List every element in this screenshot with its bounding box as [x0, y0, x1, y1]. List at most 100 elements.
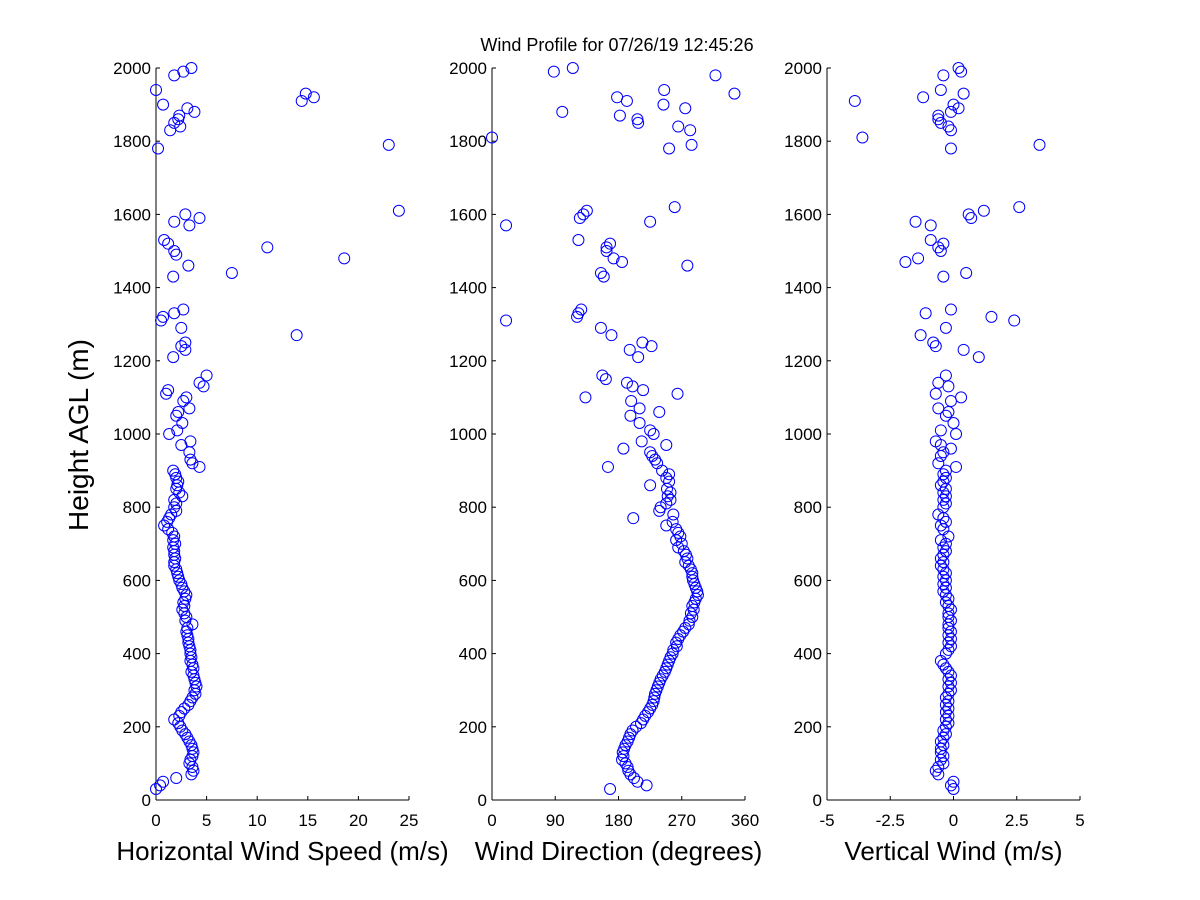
data-point — [932, 457, 945, 470]
data-point — [950, 428, 963, 440]
data-point — [617, 442, 630, 455]
data-point — [939, 589, 952, 602]
data-point — [193, 212, 206, 225]
data-point — [635, 435, 648, 448]
data-point — [944, 105, 957, 118]
data-point — [944, 632, 957, 645]
data-point — [170, 772, 183, 785]
data-point — [169, 468, 182, 481]
data-point — [937, 724, 950, 737]
data-point — [944, 124, 957, 137]
data-point — [171, 479, 184, 492]
data-point — [682, 559, 695, 572]
data-point — [934, 245, 947, 257]
data-point — [670, 640, 683, 653]
y-tick-label: 2000 — [449, 59, 487, 78]
data-point — [171, 424, 184, 437]
data-point — [170, 248, 183, 261]
data-point — [601, 460, 614, 473]
data-point — [919, 307, 932, 320]
data-point — [934, 424, 947, 437]
y-tick-label: 1400 — [449, 279, 487, 298]
data-point — [709, 69, 722, 82]
data-point — [161, 515, 174, 528]
data-point — [957, 87, 970, 100]
data-point — [942, 380, 955, 393]
data-point — [170, 563, 183, 576]
chart-title: Wind Profile for 07/26/19 12:45:26 — [480, 35, 753, 55]
data-point — [939, 720, 952, 733]
data-point — [667, 643, 680, 656]
data-point — [666, 647, 679, 660]
data-point — [179, 614, 192, 627]
y-tick-label: 200 — [794, 718, 822, 737]
data-point — [944, 669, 957, 682]
data-point — [600, 245, 613, 257]
data-point — [683, 614, 696, 627]
data-point — [937, 750, 950, 763]
data-point — [672, 120, 685, 133]
data-point — [1008, 314, 1021, 327]
data-point — [670, 636, 683, 649]
data-point — [158, 519, 171, 532]
data-point — [934, 559, 947, 572]
data-point — [653, 504, 666, 517]
data-point — [944, 614, 957, 627]
y-tick-label: 2000 — [113, 59, 151, 78]
data-point — [556, 105, 569, 118]
data-point — [924, 219, 937, 232]
data-point — [939, 713, 952, 726]
data-point — [295, 94, 308, 107]
data-point — [575, 303, 588, 316]
y-tick-label: 1600 — [784, 205, 822, 224]
data-point — [188, 684, 201, 697]
data-point — [939, 409, 952, 422]
data-point — [947, 417, 960, 430]
data-point — [937, 548, 950, 561]
data-point — [944, 603, 957, 616]
y-tick-label: 1000 — [784, 425, 822, 444]
data-point — [1033, 138, 1046, 151]
data-point — [162, 237, 175, 250]
data-point — [656, 464, 669, 477]
data-point — [939, 545, 952, 558]
data-point — [668, 201, 681, 214]
data-point — [675, 537, 688, 550]
data-point — [193, 376, 206, 389]
data-point — [639, 709, 652, 722]
data-point — [624, 768, 637, 781]
data-point — [942, 621, 955, 634]
data-point — [927, 336, 940, 349]
data-point — [179, 208, 192, 221]
data-point — [179, 336, 192, 349]
data-point — [338, 252, 351, 265]
data-point — [934, 449, 947, 462]
data-point — [942, 665, 955, 678]
data-point — [1013, 201, 1026, 214]
data-point — [937, 475, 950, 488]
data-point — [607, 252, 620, 265]
data-point — [648, 691, 661, 704]
data-point — [664, 493, 677, 506]
data-point — [685, 138, 698, 151]
data-point — [960, 266, 973, 279]
data-point — [164, 124, 177, 137]
data-point — [929, 387, 942, 400]
data-point — [934, 654, 947, 667]
data-point — [939, 321, 952, 334]
data-point — [937, 468, 950, 481]
data-point — [939, 581, 952, 594]
data-point — [917, 91, 930, 104]
data-point — [633, 402, 646, 415]
data-point — [150, 83, 162, 96]
data-point — [571, 310, 584, 323]
data-point — [942, 636, 955, 649]
data-point — [656, 669, 669, 682]
panel-3: 0 200 400 600 800 1000 1200 1400 1600 1800 2000 -5 -… — [784, 59, 1085, 866]
data-point — [627, 772, 640, 785]
data-point — [942, 709, 955, 722]
data-point — [932, 376, 945, 389]
data-point — [942, 530, 955, 543]
data-point — [937, 739, 950, 752]
